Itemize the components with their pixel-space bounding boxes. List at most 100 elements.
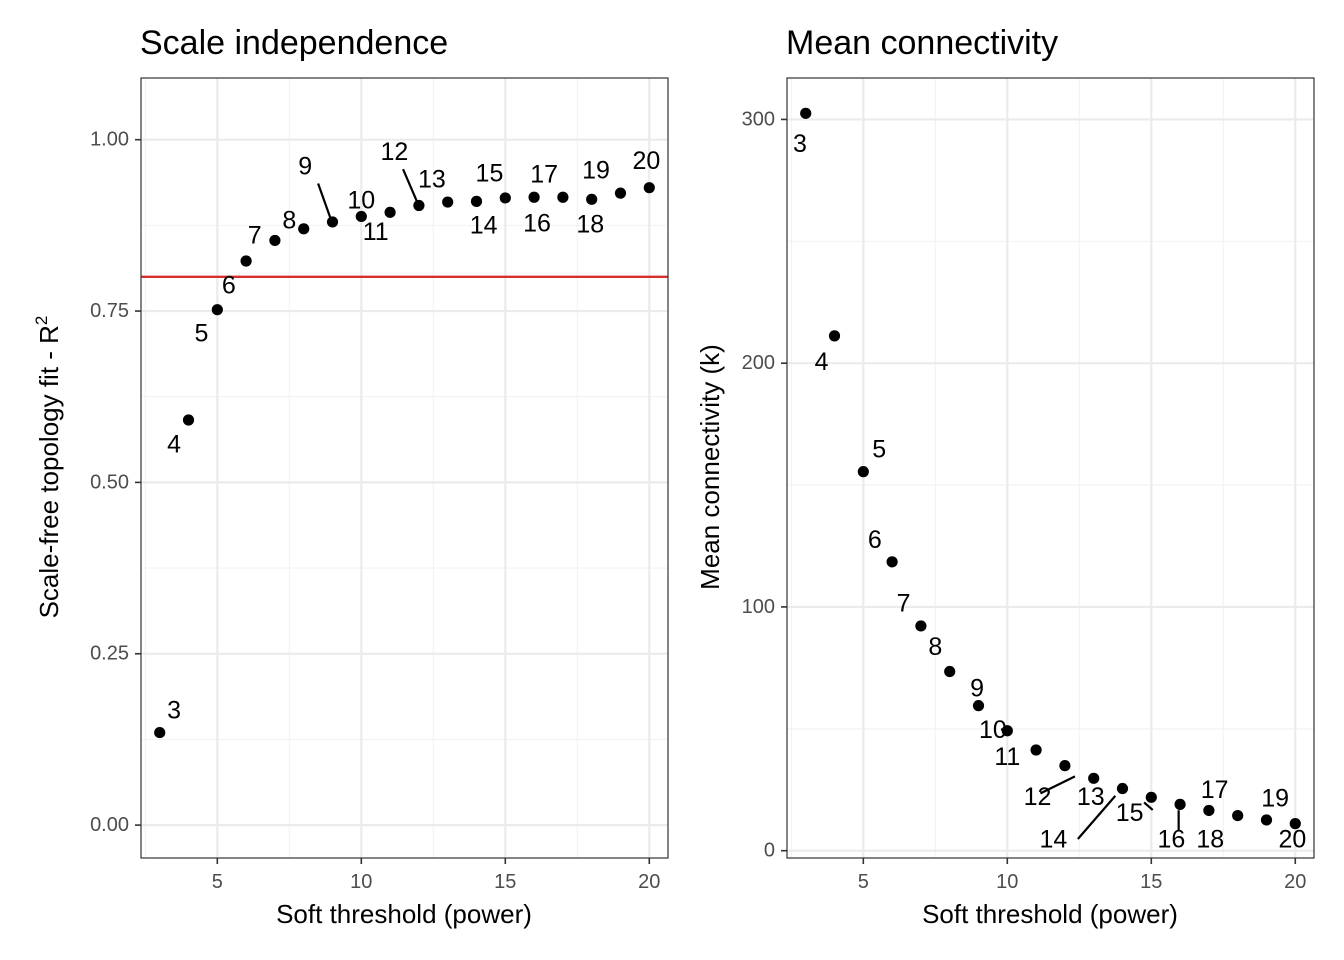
label-leader-line — [1077, 795, 1117, 840]
y-tick-label: 0 — [764, 840, 775, 862]
data-point — [355, 210, 367, 223]
point-label: 13 — [418, 165, 446, 193]
data-point — [1260, 814, 1273, 826]
point-label: 4 — [167, 431, 181, 459]
left-x-axis-title: Soft threshold (power) — [276, 899, 532, 929]
data-point — [413, 199, 425, 212]
point-label: 12 — [1024, 783, 1052, 811]
point-label: 18 — [576, 211, 604, 239]
data-point — [886, 556, 898, 568]
right-chart-title: Mean connectivity — [786, 24, 1058, 62]
point-label: 5 — [872, 436, 886, 464]
point-label: 14 — [470, 211, 498, 239]
point-label: 8 — [282, 207, 296, 235]
point-label: 4 — [815, 348, 829, 376]
right-y-axis-title: Mean connectivity (k) — [695, 344, 725, 590]
point-label: 10 — [979, 716, 1007, 744]
point-label: 10 — [347, 187, 375, 215]
data-point — [326, 216, 339, 228]
left-y-axis: 0.00 0.25 0.50 0.75 1.00 — [90, 129, 141, 836]
label-leader-line — [1039, 775, 1076, 795]
x-tick-label: 5 — [858, 871, 869, 893]
y-tick-label: 0.25 — [90, 643, 129, 665]
data-point — [1116, 782, 1129, 795]
data-point — [1232, 809, 1244, 822]
data-point — [269, 234, 281, 247]
point-label: 14 — [1039, 826, 1067, 854]
data-point — [643, 182, 655, 194]
x-tick-label: 20 — [638, 871, 660, 893]
x-tick-label: 20 — [1284, 871, 1306, 893]
data-point — [298, 223, 310, 235]
left-points — [154, 182, 655, 739]
data-point — [211, 304, 223, 316]
point-label: 6 — [868, 526, 882, 554]
data-point — [1030, 744, 1042, 756]
data-point — [499, 192, 511, 204]
left-chart-title: Scale independence — [140, 24, 448, 62]
point-label: 9 — [970, 675, 984, 703]
label-leader-line — [1143, 801, 1154, 811]
data-point — [154, 726, 166, 739]
y-tick-label: 100 — [742, 596, 775, 618]
data-point — [586, 193, 598, 205]
point-label: 13 — [1077, 783, 1105, 811]
data-point — [1174, 798, 1186, 810]
scale-independence-panel: Scale independence 345678910111213141516… — [32, 24, 669, 929]
point-label: 11 — [994, 743, 1020, 771]
data-point — [857, 466, 869, 478]
data-point — [1001, 725, 1013, 737]
y-tick-label: 300 — [742, 108, 775, 130]
point-label: 19 — [1261, 784, 1289, 812]
data-point — [528, 191, 540, 203]
data-point — [1059, 760, 1071, 772]
data-point — [470, 195, 483, 207]
left-x-axis: 5 10 15 20 — [212, 858, 660, 893]
x-tick-label: 10 — [350, 871, 372, 893]
point-label: 6 — [222, 272, 236, 300]
right-x-axis-title: Soft threshold (power) — [922, 899, 1178, 929]
data-point — [384, 206, 396, 218]
right-label-leaders — [1000, 728, 1180, 840]
point-label: 19 — [582, 157, 610, 185]
left-panel-border — [140, 77, 669, 859]
point-label: 18 — [1196, 826, 1224, 854]
right-points — [800, 107, 1301, 830]
label-leader-line — [317, 183, 333, 221]
point-label: 15 — [1116, 799, 1144, 827]
x-tick-label: 5 — [212, 871, 223, 893]
label-leader-line — [402, 168, 419, 204]
left-y-axis-title-superscript: 2 — [32, 316, 51, 325]
data-point — [557, 191, 569, 203]
data-point — [972, 700, 985, 712]
point-label: 20 — [1278, 826, 1306, 854]
point-label: 16 — [1158, 826, 1186, 854]
point-label: 9 — [298, 152, 312, 180]
data-point — [915, 620, 927, 632]
left-y-axis-title: Scale-free topology fit - R2 — [32, 316, 64, 619]
right-grid — [787, 78, 1314, 858]
point-label: 15 — [476, 159, 504, 187]
left-grid — [141, 78, 668, 858]
data-point — [1145, 791, 1157, 803]
x-tick-label: 15 — [494, 871, 516, 893]
right-y-axis: 0 100 200 300 — [742, 108, 787, 862]
x-tick-label: 15 — [1140, 871, 1162, 893]
data-point — [182, 414, 195, 426]
left-y-axis-title-text: Scale-free topology fit - R — [34, 325, 64, 618]
data-point — [1203, 804, 1215, 817]
data-point — [614, 187, 627, 199]
left-label-leaders — [317, 168, 419, 221]
point-label: 8 — [928, 633, 942, 661]
y-tick-label: 0.75 — [90, 300, 129, 322]
data-point — [1088, 772, 1100, 784]
point-label: 7 — [248, 222, 262, 250]
y-tick-label: 0.50 — [90, 471, 129, 493]
point-label: 5 — [195, 320, 209, 348]
right-x-axis: 5 10 15 20 — [858, 858, 1306, 893]
point-label: 12 — [381, 138, 409, 166]
